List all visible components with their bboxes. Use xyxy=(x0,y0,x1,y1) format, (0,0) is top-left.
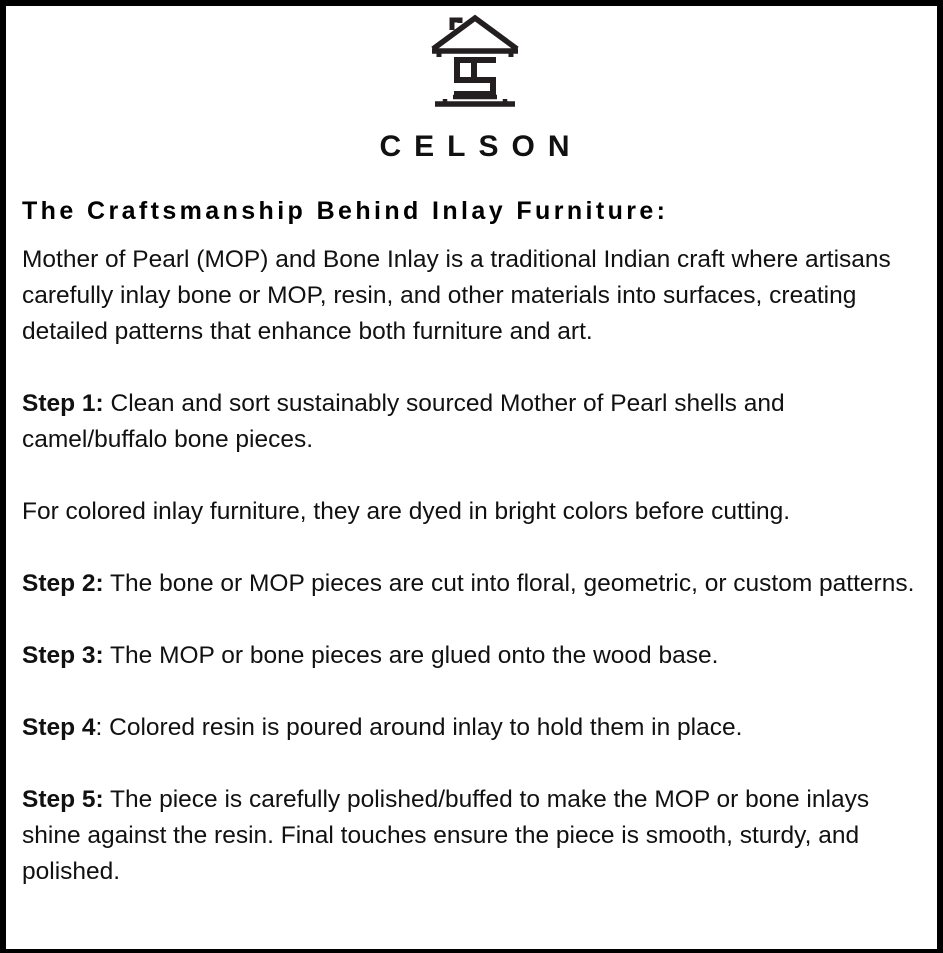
paragraph-step-4: Step 4: Colored resin is poured around i… xyxy=(22,710,922,746)
paragraph-intro: Mother of Pearl (MOP) and Bone Inlay is … xyxy=(22,242,922,350)
poster-inner: CELSON The Craftsmanship Behind Inlay Fu… xyxy=(6,6,937,949)
paragraph-lead: Step 2: xyxy=(22,570,104,597)
article-body: Mother of Pearl (MOP) and Bone Inlay is … xyxy=(22,226,922,890)
paragraph-text: Mother of Pearl (MOP) and Bone Inlay is … xyxy=(22,246,891,345)
paragraph-step-1: Step 1: Clean and sort sustainably sourc… xyxy=(22,386,922,458)
paragraph-step-2: Step 2: The bone or MOP pieces are cut i… xyxy=(22,566,922,602)
paragraph-text: The piece is carefully polished/buffed t… xyxy=(22,786,870,885)
paragraph-text: Clean and sort sustainably sourced Mothe… xyxy=(22,390,785,453)
paragraph-lead: Step 4 xyxy=(22,714,96,741)
paragraph-step-3: Step 3: The MOP or bone pieces are glued… xyxy=(22,638,922,674)
paragraph-step-5: Step 5: The piece is carefully polished/… xyxy=(22,782,922,890)
paragraph-lead: Step 3: xyxy=(22,642,104,669)
page-title: The Craftsmanship Behind Inlay Furniture… xyxy=(22,197,669,225)
paragraph-text: : Colored resin is poured around inlay t… xyxy=(95,714,743,741)
brand-name: CELSON xyxy=(379,130,583,163)
house-monogram-logo-icon xyxy=(430,14,519,107)
paragraph-lead: Step 5: xyxy=(22,786,104,813)
paragraph-text: The bone or MOP pieces are cut into flor… xyxy=(103,570,915,597)
paragraph-text: For colored inlay furniture, they are dy… xyxy=(22,498,791,525)
paragraph-lead: Step 1: xyxy=(22,390,104,417)
paragraph-text: The MOP or bone pieces are glued onto th… xyxy=(103,642,719,669)
paragraph-colored-inlay-note: For colored inlay furniture, they are dy… xyxy=(22,494,922,530)
brand-block: CELSON xyxy=(16,6,933,162)
